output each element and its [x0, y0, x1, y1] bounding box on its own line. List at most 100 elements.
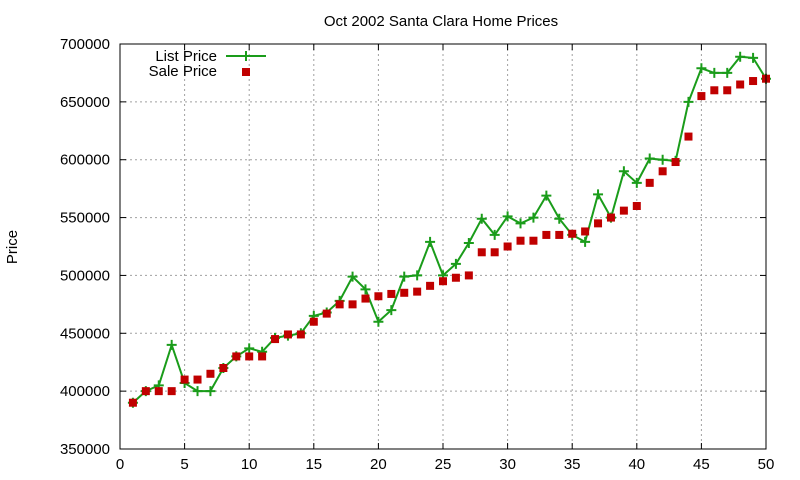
sale-price-point: [581, 227, 590, 236]
list-price-point: [618, 166, 629, 177]
sale-price-point: [529, 236, 538, 245]
list-price-point: [347, 271, 358, 282]
list-price-point: [463, 238, 474, 249]
x-tick-label: 40: [628, 456, 645, 473]
list-price-point: [696, 63, 707, 74]
x-tick-label: 15: [305, 456, 322, 473]
list-price-point: [541, 190, 552, 201]
axis-ticks: 0 5 10 15 20 25 30 35 40 45 50 350000 400000 450000 50…: [60, 36, 774, 473]
sale-price-point: [167, 387, 176, 396]
sale-price-point: [232, 352, 241, 361]
list-price-point: [373, 316, 384, 327]
list-price-point: [644, 153, 655, 164]
list-price-point: [709, 67, 720, 78]
sale-price-point: [632, 202, 641, 210]
list-price-point: [399, 271, 410, 282]
sale-price-point: [542, 230, 551, 239]
sale-price-point: [387, 289, 396, 298]
sale-price-point: [374, 292, 383, 301]
legend-label-sale-price: Sale Price: [149, 63, 217, 80]
sale-price-point: [671, 158, 680, 167]
sale-price-point: [245, 352, 254, 361]
y-tick-label: 650000: [60, 94, 110, 111]
x-tick-label: 25: [435, 456, 452, 473]
sale-price-point: [477, 248, 486, 257]
x-tick-label: 50: [758, 456, 775, 473]
sale-price-point: [413, 287, 422, 296]
sale-price-point: [128, 398, 137, 407]
plot-frame: [119, 43, 767, 450]
sale-price-point: [749, 77, 758, 86]
y-tick-label: 500000: [60, 267, 110, 284]
sale-price-point: [619, 206, 628, 215]
list-price-point: [360, 284, 371, 295]
y-axis-label: Price: [4, 230, 21, 264]
sale-price-point: [736, 80, 745, 89]
list-price-point: [554, 213, 565, 224]
sale-price-point: [658, 167, 667, 176]
list-price-point: [657, 154, 668, 165]
sale-price-point: [141, 387, 150, 396]
sale-price-point: [400, 288, 409, 297]
x-tick-label: 10: [241, 456, 258, 473]
list-price-point: [515, 218, 526, 229]
list-price-point: [735, 51, 746, 62]
y-tick-label: 400000: [60, 383, 110, 400]
sale-price-point: [309, 317, 318, 326]
sale-price-point: [594, 219, 603, 228]
list-price-point: [386, 305, 397, 316]
sale-price-point: [464, 271, 473, 280]
sale-price-point: [516, 236, 525, 245]
legend-marker-sale-price: [242, 68, 250, 76]
list-price-point: [748, 52, 759, 63]
y-tick-label: 350000: [60, 441, 110, 458]
sale-price-point: [645, 178, 654, 187]
sale-price-point: [503, 242, 512, 251]
list-price-point: [502, 211, 513, 222]
sale-price-point: [258, 352, 267, 361]
sale-price-point: [490, 248, 499, 257]
sale-price-point: [219, 364, 228, 372]
sale-price-point: [555, 230, 564, 239]
sale-price-point: [439, 277, 447, 286]
sale-price-point: [193, 375, 202, 384]
x-tick-label: 30: [499, 456, 516, 473]
sale-price-point: [180, 375, 189, 384]
y-tick-label: 600000: [60, 152, 110, 169]
sale-price-point: [697, 92, 706, 101]
x-tick-label: 35: [564, 456, 581, 473]
sale-price-point: [271, 335, 280, 344]
x-tick-label: 45: [693, 456, 710, 473]
sale-price-point: [154, 387, 163, 396]
sale-price-point: [361, 294, 370, 303]
list-price-point: [631, 177, 642, 188]
sale-price-point: [348, 300, 357, 309]
list-price-point: [528, 212, 539, 223]
list-price-point: [425, 236, 436, 247]
sale-price-point: [710, 86, 719, 95]
x-tick-label: 5: [180, 456, 188, 473]
sale-price-point: [206, 369, 215, 378]
list-price-point: [205, 386, 216, 397]
x-tick-label: 20: [370, 456, 387, 473]
series-layer: [127, 51, 771, 408]
sale-price-point: [335, 300, 344, 309]
chart-title: Oct 2002 Santa Clara Home Prices: [324, 13, 558, 30]
sale-price-point: [684, 132, 693, 141]
list-price-point: [683, 96, 694, 107]
sale-price-point: [296, 330, 305, 339]
list-price-point: [593, 189, 604, 200]
list-price-point: [722, 67, 733, 78]
sale-price-point: [568, 229, 577, 238]
legend-marker-list-price: [241, 51, 251, 61]
sale-price-point: [322, 309, 331, 318]
y-tick-label: 450000: [60, 325, 110, 342]
list-price-point: [166, 339, 177, 350]
sale-price-point: [426, 281, 435, 290]
sale-price-point: [606, 213, 615, 222]
list-price-point: [412, 270, 423, 281]
sale-price-point: [283, 330, 292, 339]
list-price-point: [450, 258, 461, 269]
